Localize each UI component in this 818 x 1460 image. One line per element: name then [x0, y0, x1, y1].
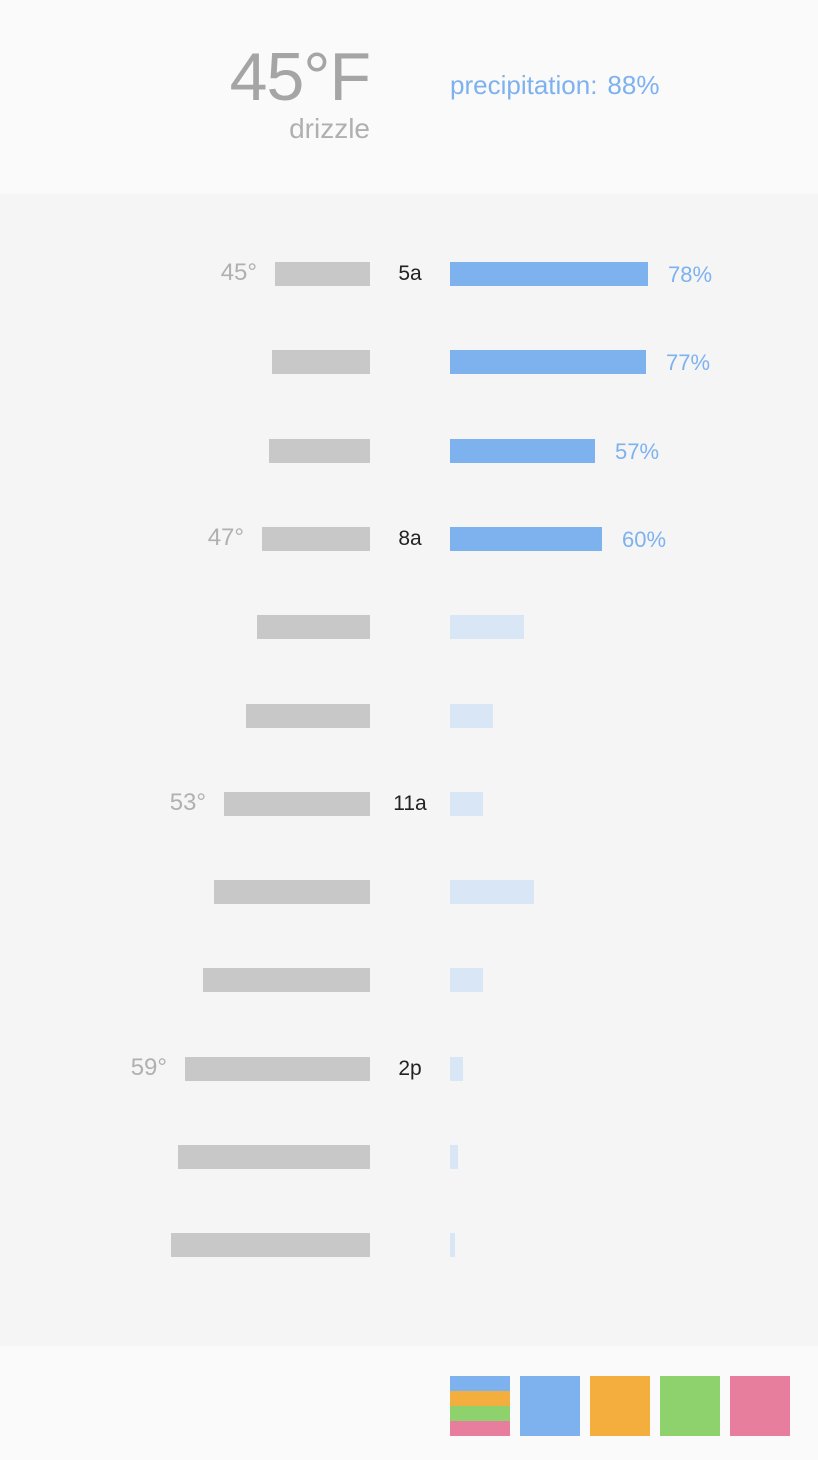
precipitation-bar: [450, 792, 483, 816]
temperature-bar: [178, 1145, 370, 1169]
precipitation-bar: [450, 880, 534, 904]
hour-row: 57%: [0, 439, 818, 464]
hour-row: 47° 8a 60%: [0, 524, 818, 552]
precipitation-bar: [450, 527, 602, 551]
hour-label: 8a: [398, 527, 422, 550]
temperature-bar: [262, 527, 370, 551]
temperature-bar: [272, 350, 370, 374]
temperature-bar: [224, 792, 370, 816]
temperature-bar: [269, 439, 370, 463]
temperature-bar: [257, 615, 370, 639]
precipitation-percent: 57%: [615, 439, 660, 464]
precipitation-bar: [450, 439, 595, 463]
current-precipitation: precipitation: 88%: [450, 68, 659, 102]
hour-row: [0, 704, 818, 728]
temperature-bar: [275, 262, 370, 286]
precipitation-label: precipitation:: [450, 70, 598, 100]
swatch-pink[interactable]: [730, 1376, 790, 1436]
temperature-label: 45°: [220, 259, 257, 286]
precipitation-bar: [450, 1145, 458, 1169]
precipitation-value: 88%: [607, 70, 660, 100]
temperature-bar: [214, 880, 370, 904]
hour-row: 77%: [0, 350, 818, 375]
temperature-label: 59°: [130, 1054, 167, 1081]
hourly-forecast: 45° 5a 78% 77% 57% 47° 8a 60% 53° 11a 59° 2p: [0, 194, 818, 1346]
hour-row: [0, 1233, 818, 1257]
precipitation-percent: 77%: [666, 350, 711, 375]
hour-label: 2p: [398, 1057, 422, 1080]
swatch-band: [450, 1406, 510, 1421]
footer: [0, 1346, 818, 1460]
swatch-green[interactable]: [660, 1376, 720, 1436]
hour-row: 59° 2p: [0, 1054, 818, 1081]
temperature-label: 53°: [169, 789, 206, 816]
precipitation-bar: [450, 968, 483, 992]
hourly-rows: 45° 5a 78% 77% 57% 47° 8a 60% 53° 11a 59° 2p: [0, 194, 818, 1346]
precipitation-bar: [450, 1057, 463, 1081]
current-conditions-header: 45°F drizzle precipitation: 88%: [0, 0, 818, 194]
precipitation-bar: [450, 1233, 455, 1257]
precipitation-bar: [450, 615, 524, 639]
current-temperature: 45°F: [229, 39, 371, 115]
hour-row: 45° 5a 78%: [0, 259, 818, 287]
precipitation-percent: 78%: [668, 262, 713, 287]
swatch-precipitation[interactable]: [520, 1376, 580, 1436]
hour-row: [0, 880, 818, 904]
temperature-bar: [246, 704, 370, 728]
precipitation-bar: [450, 704, 493, 728]
swatch-band: [450, 1376, 510, 1391]
hour-row: [0, 615, 818, 639]
swatch-temperature[interactable]: [590, 1376, 650, 1436]
temperature-label: 47°: [207, 524, 244, 551]
hour-row: [0, 1145, 818, 1169]
temperature-bar: [171, 1233, 370, 1257]
precipitation-bar: [450, 350, 646, 374]
swatch-combined[interactable]: [450, 1376, 510, 1436]
hour-label: 11a: [393, 792, 427, 815]
temperature-bar: [185, 1057, 370, 1081]
swatch-band: [450, 1391, 510, 1406]
hour-row: 53° 11a: [0, 789, 818, 816]
hour-row: [0, 968, 818, 992]
temperature-bar: [203, 968, 370, 992]
current-condition: drizzle: [289, 113, 370, 144]
hour-label: 5a: [398, 262, 422, 285]
precipitation-percent: 60%: [622, 527, 667, 552]
swatch-band: [450, 1421, 510, 1436]
precipitation-bar: [450, 262, 648, 286]
